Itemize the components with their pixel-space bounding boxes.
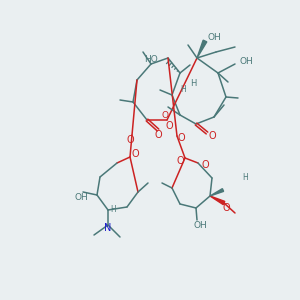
- Text: O: O: [126, 135, 134, 145]
- Text: OH: OH: [239, 58, 253, 67]
- Text: N: N: [104, 223, 112, 233]
- Text: O: O: [154, 130, 162, 140]
- Text: O: O: [161, 112, 169, 121]
- Text: O: O: [222, 203, 230, 213]
- Text: H: H: [242, 173, 248, 182]
- Text: O: O: [131, 149, 139, 159]
- Text: O: O: [165, 121, 173, 131]
- Text: O: O: [208, 131, 216, 141]
- Text: H: H: [180, 85, 186, 94]
- Polygon shape: [197, 40, 207, 58]
- Text: O: O: [177, 133, 185, 143]
- Text: H: H: [110, 206, 116, 214]
- Text: HO: HO: [144, 56, 158, 64]
- Polygon shape: [210, 196, 225, 205]
- Text: OH: OH: [193, 220, 207, 230]
- Text: OH: OH: [74, 193, 88, 202]
- Text: H: H: [190, 80, 196, 88]
- Text: OH: OH: [207, 32, 221, 41]
- Polygon shape: [210, 189, 224, 196]
- Text: O: O: [176, 156, 184, 166]
- Text: O: O: [201, 160, 209, 170]
